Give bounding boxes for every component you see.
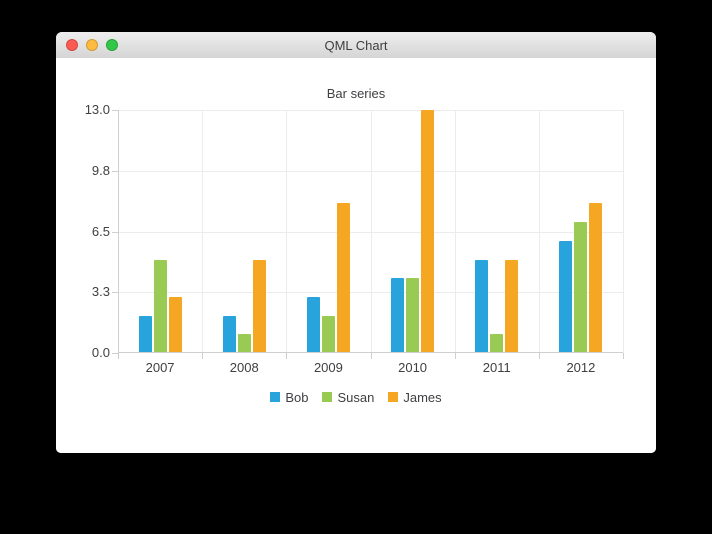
plot-area (112, 110, 624, 359)
x-category-label: 2009 (313, 360, 343, 375)
window-title: QML Chart (324, 37, 388, 53)
y-axis-line (118, 110, 119, 353)
chart-legend: Bob Susan James (56, 389, 656, 405)
y-tick-label: 3.3 (91, 284, 110, 300)
y-axis-tick (112, 170, 118, 172)
y-axis-tick (112, 292, 118, 294)
gridline-vertical (202, 110, 204, 353)
y-axis-tick (112, 353, 118, 354)
bar-james-2012 (589, 203, 603, 353)
bar-james-2010 (421, 110, 435, 353)
gridline-vertical (538, 110, 540, 353)
zoom-button-icon[interactable] (106, 39, 118, 51)
x-axis-tick (370, 353, 372, 359)
x-axis-tick (202, 353, 204, 359)
bar-bob-2011 (475, 259, 489, 353)
legend-label: James (403, 389, 442, 405)
x-axis-tick (454, 353, 456, 359)
y-tick-label: 0.0 (91, 345, 110, 360)
x-axis-tick (538, 353, 540, 359)
y-axis-tick (112, 231, 118, 233)
x-category-label: 2011 (482, 360, 511, 375)
gridline-vertical (370, 110, 372, 353)
gridline-vertical (623, 110, 624, 353)
bar-susan-2012 (574, 222, 588, 353)
bar-bob-2009 (306, 296, 320, 353)
y-tick-label: 13.0 (84, 102, 110, 117)
legend-swatch-icon (322, 392, 333, 402)
close-button-icon[interactable] (66, 39, 78, 51)
y-tick-label: 9.8 (91, 162, 110, 178)
legend-item-bob: Bob (270, 390, 308, 405)
app-window: QML Chart Bar series 0.0 3.3 6.5 9.8 13.0 200… (56, 32, 656, 453)
legend-item-susan: Susan (322, 390, 374, 405)
legend-item-james: James (388, 389, 442, 405)
y-tick-label: 6.5 (91, 223, 110, 239)
bar-susan-2008 (237, 334, 251, 353)
bar-james-2009 (336, 203, 350, 353)
bar-james-2011 (505, 259, 519, 353)
bar-bob-2007 (138, 315, 152, 353)
x-category-label: 2012 (566, 360, 596, 375)
bar-james-2007 (168, 296, 182, 353)
window-content: Bar series 0.0 3.3 6.5 9.8 13.0 2007 2008 2009 2… (56, 58, 656, 453)
window-titlebar[interactable]: QML Chart (56, 32, 656, 59)
legend-swatch-icon (388, 392, 399, 402)
bar-susan-2011 (490, 334, 504, 353)
gridline-vertical (286, 110, 288, 353)
legend-label: Bob (285, 389, 309, 405)
bar-susan-2009 (321, 315, 335, 353)
minimize-button-icon[interactable] (86, 39, 98, 51)
bar-susan-2007 (153, 259, 167, 353)
bar-bob-2010 (391, 278, 405, 353)
bar-susan-2010 (406, 278, 420, 353)
x-category-label: 2007 (145, 360, 175, 375)
x-category-label: 2010 (398, 360, 428, 375)
bar-bob-2012 (559, 240, 573, 353)
y-axis-tick (112, 110, 118, 111)
bar-james-2008 (252, 259, 266, 353)
legend-swatch-icon (270, 392, 281, 402)
traffic-lights (66, 39, 118, 51)
x-axis-tick (118, 353, 119, 359)
gridline-vertical (454, 110, 456, 353)
legend-label: Susan (337, 389, 375, 405)
x-axis-tick (286, 353, 288, 359)
bar-bob-2008 (222, 315, 236, 353)
chart-title: Bar series (326, 86, 386, 101)
x-category-label: 2008 (229, 360, 259, 375)
x-axis-tick (623, 353, 624, 359)
x-axis-line (118, 352, 623, 353)
